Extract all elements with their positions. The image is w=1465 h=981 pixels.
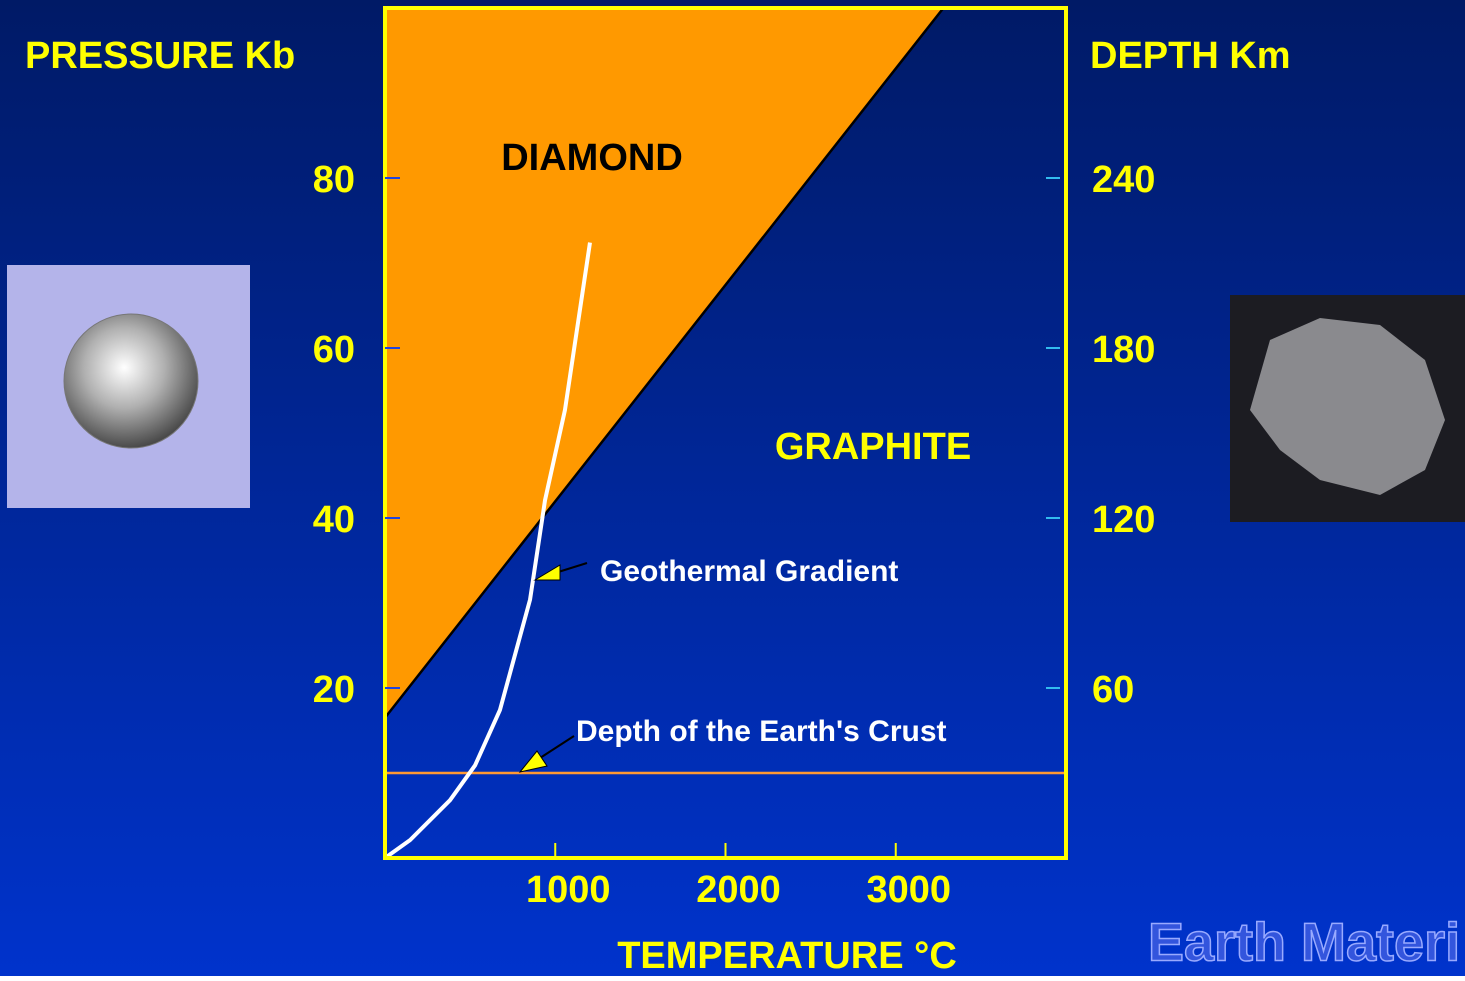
y-tick-label: 60 [313, 329, 355, 371]
y2-title: DEPTH Km [1090, 35, 1291, 77]
region-label: DIAMOND [501, 137, 683, 179]
annotation: Depth of the Earth's Crust [576, 715, 947, 748]
y-tick-label: 80 [313, 159, 355, 201]
y2-tick-label: 180 [1092, 329, 1155, 371]
chart: PRESSURE Kb DEPTH Km TEMPERATURE °C DIAM… [0, 0, 1465, 976]
y-tick-label: 40 [313, 499, 355, 541]
annotation: Geothermal Gradient [600, 555, 898, 588]
y2-tick-label: 60 [1092, 669, 1134, 711]
y2-tick-label: 120 [1092, 499, 1155, 541]
x-tick-label: 1000 [526, 869, 611, 911]
x-tick-label: 3000 [866, 869, 951, 911]
y2-tick-label: 240 [1092, 159, 1155, 201]
diamond-gem [64, 314, 198, 448]
page: PRESSURE Kb DEPTH Km TEMPERATURE °C DIAM… [0, 0, 1465, 976]
y-title: PRESSURE Kb [25, 35, 295, 77]
x-title: TEMPERATURE °C [617, 935, 957, 976]
region-label: GRAPHITE [775, 426, 971, 468]
watermark: Earth Materi [1148, 912, 1460, 972]
x-tick-label: 2000 [696, 869, 781, 911]
y-tick-label: 20 [313, 669, 355, 711]
